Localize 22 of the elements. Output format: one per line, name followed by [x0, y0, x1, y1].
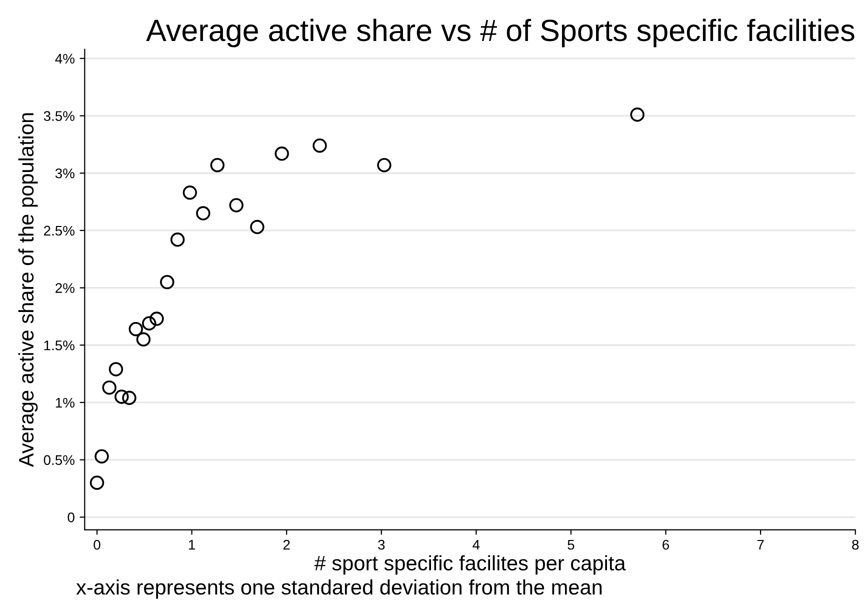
y-tick-label: 0	[68, 512, 74, 522]
x-tick-label: 1	[188, 540, 195, 550]
x-tick-label: 4	[472, 540, 480, 550]
y-tick-label: 2.5%	[44, 226, 74, 236]
y-axis-title: Average active share of the population	[18, 113, 38, 468]
x-tick-label: 0	[94, 540, 100, 550]
x-tick-label: 6	[662, 540, 670, 550]
x-tick-label: 5	[568, 540, 574, 550]
y-tick-label: 1%	[56, 398, 74, 408]
y-tick-label: 3.5%	[44, 111, 74, 121]
y-tick-label: 1.5%	[44, 340, 74, 350]
x-tick-label: 8	[852, 540, 859, 550]
y-tick-label: 3%	[55, 168, 74, 178]
chart-title: Average active share vs # of Sports specific facilities	[146, 18, 854, 48]
y-tick-label: 2%	[56, 283, 74, 293]
x-tick-label: 7	[757, 540, 764, 550]
x-tick-label: 3	[378, 540, 385, 550]
y-tick-label: 4%	[55, 54, 74, 64]
y-tick-label: 0.5%	[44, 455, 74, 465]
text: x-axis represents one standared deviation from the mean	[76, 579, 602, 599]
x-tick-label: 2	[283, 540, 290, 550]
x-axis-title: # sport specific facilites per capita	[314, 555, 626, 575]
